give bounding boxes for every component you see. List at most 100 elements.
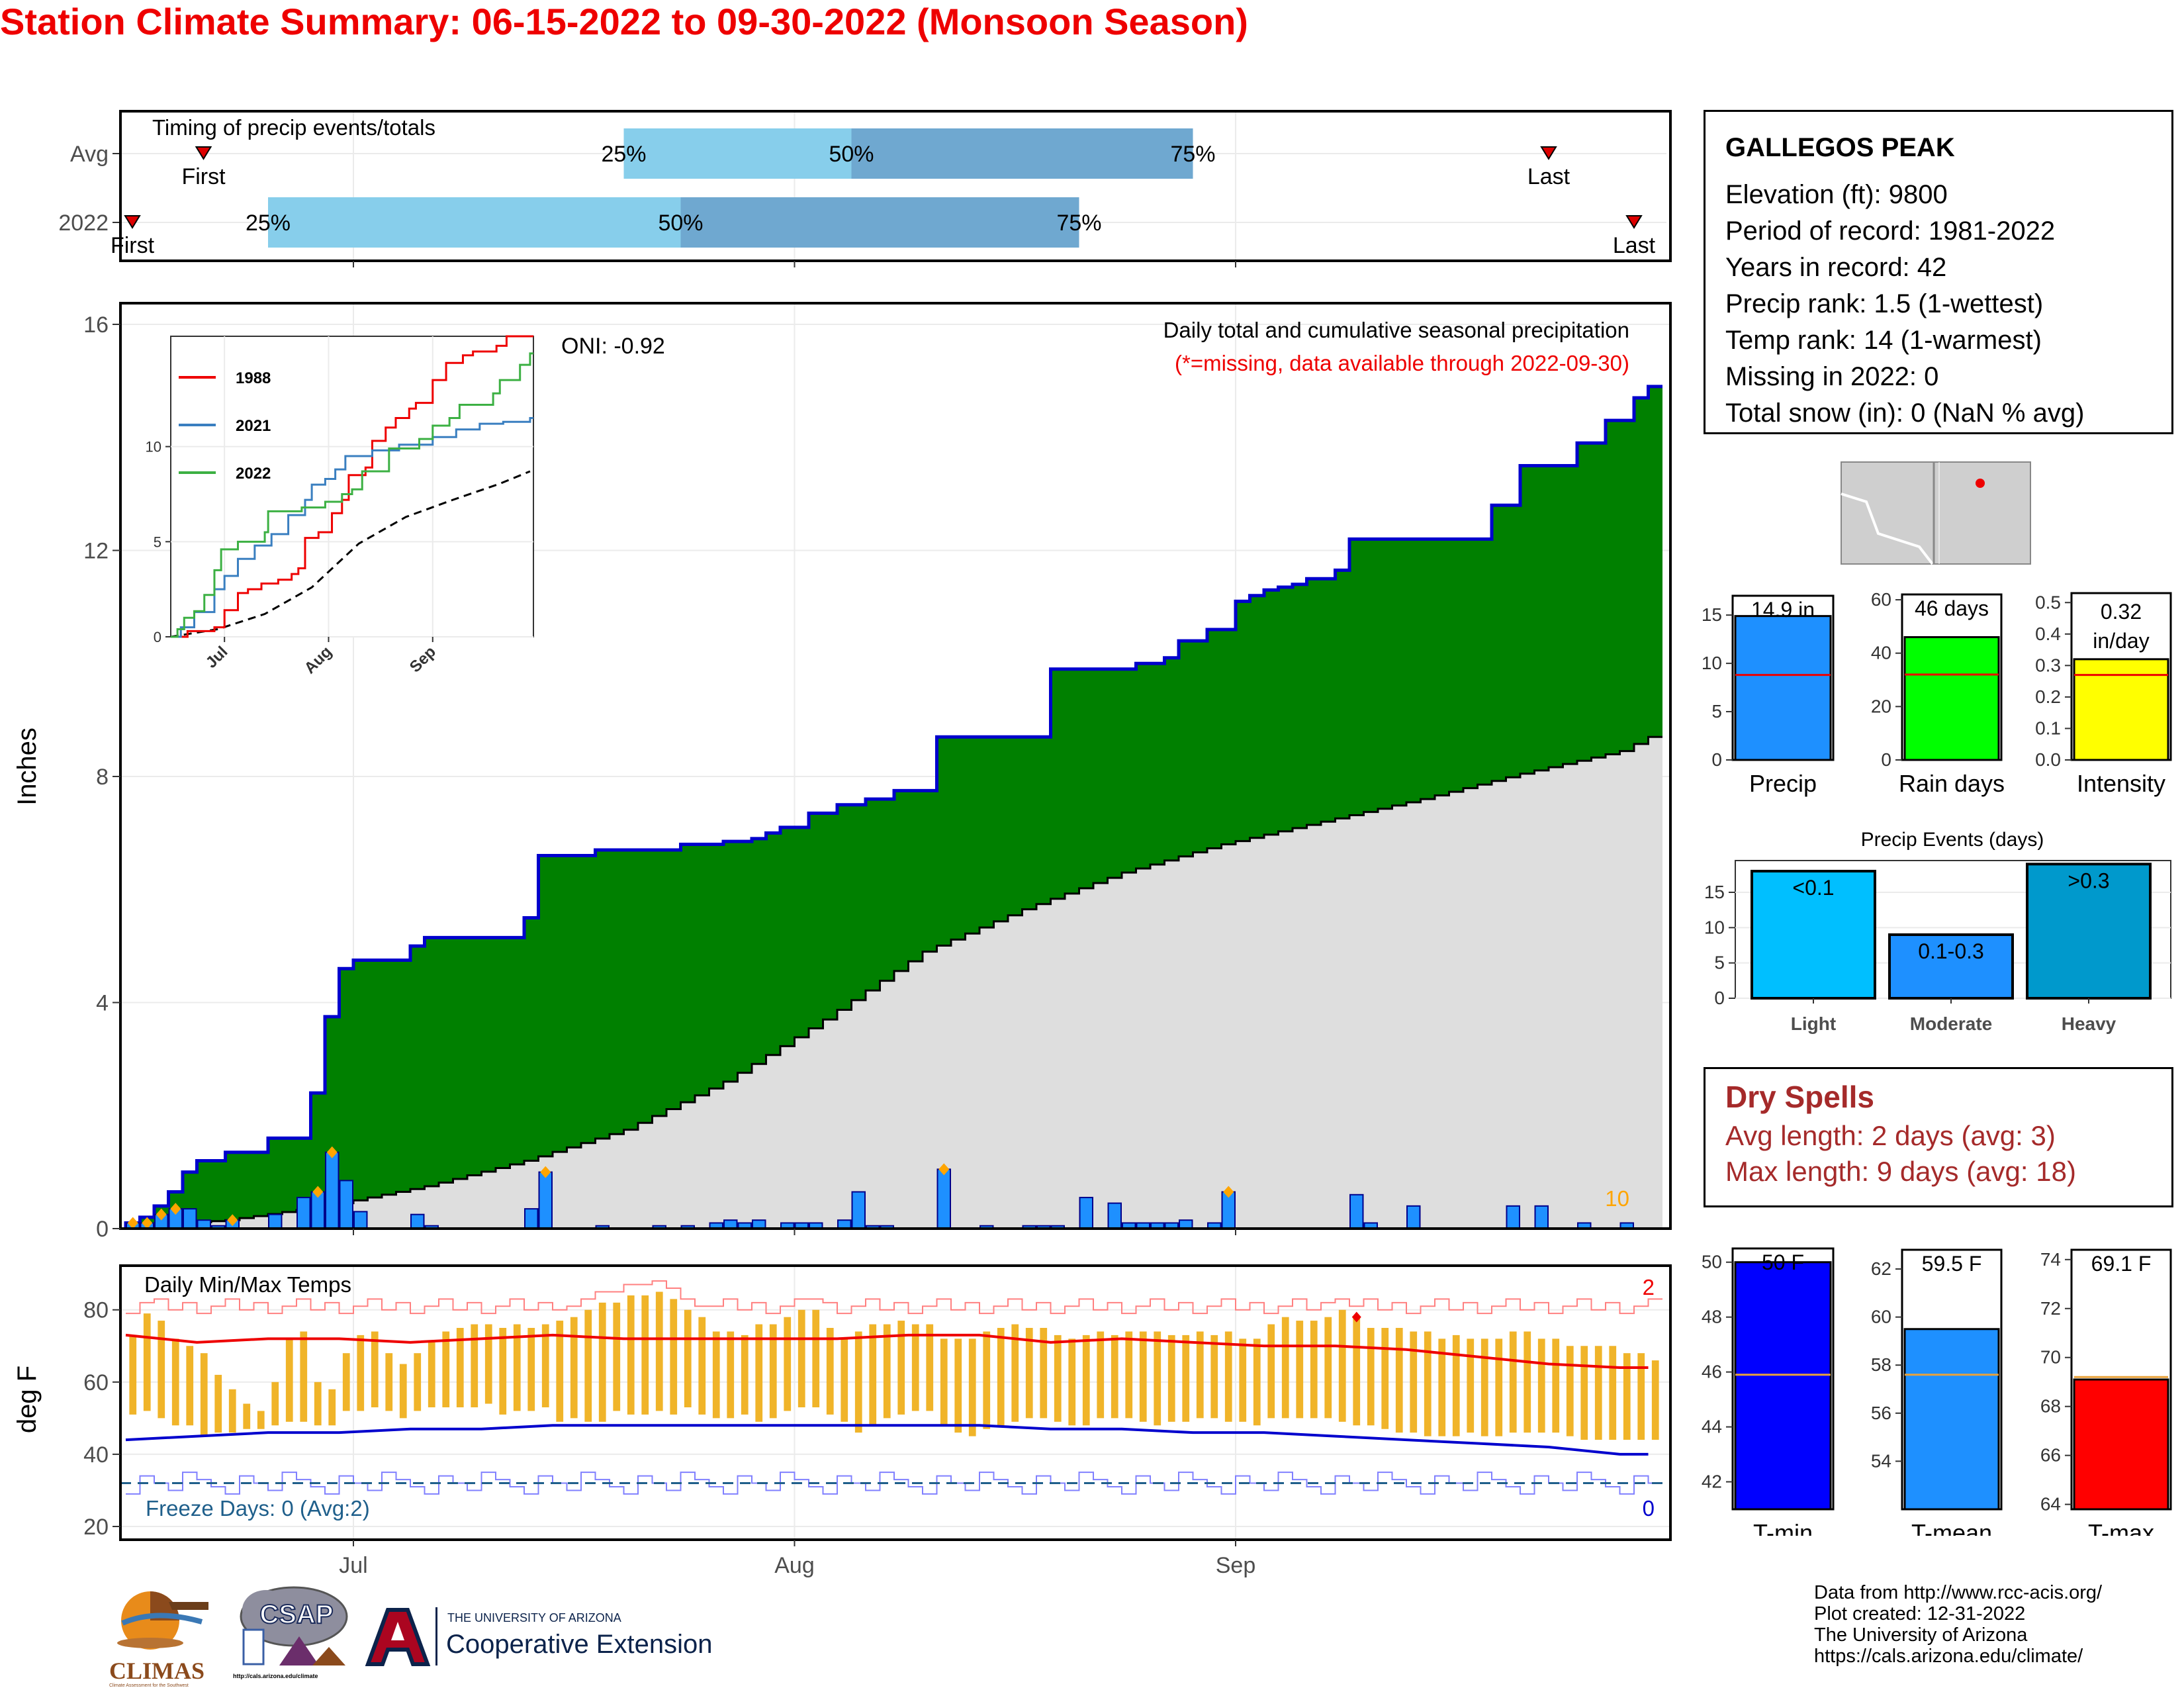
timing-first-marker-0	[195, 146, 212, 160]
credits: Data from http://www.rcc-acis.org/ Plot …	[1814, 1582, 2102, 1667]
cumulative-avg-line	[124, 735, 1662, 1229]
events-ytick-label-2: 10	[1704, 917, 1725, 937]
precip_total-ytick-label-0: 0	[1711, 749, 1722, 770]
temp-daily-bar-40	[698, 1317, 706, 1415]
timing-last-label-0: Last	[1527, 164, 1570, 189]
ua-logo: THE UNIVERSITY OF ARIZONA Cooperative Ex…	[361, 1605, 739, 1671]
temp-daily-bar-19	[399, 1364, 407, 1419]
daily-precip-bar-48	[1406, 1205, 1421, 1229]
temp-daily-bar-8	[243, 1403, 251, 1429]
daily-precip-bar-29	[851, 1191, 866, 1229]
tmin-ytick-label-0: 42	[1702, 1472, 1722, 1492]
events-bar-label-0: <0.1	[1792, 876, 1834, 900]
temp-daily-bar-63	[1025, 1328, 1033, 1419]
temp-corner-bottom: 0	[1643, 1496, 1655, 1521]
daily-precip-marker-6	[326, 1146, 338, 1158]
events-bar-0	[1751, 870, 1876, 1000]
precip_total-ytick-label-2: 10	[1702, 653, 1722, 673]
temp-daily-bar-86	[1353, 1317, 1361, 1426]
temp-daily-bar-3	[171, 1338, 179, 1426]
intensity-xlabel: Intensity	[2077, 770, 2165, 797]
timing-bar-q25-q50-0	[623, 128, 852, 179]
daily-precip-marker-0	[127, 1217, 138, 1229]
temp-daily-bar-53	[883, 1324, 891, 1419]
temp-daily-bar-81	[1281, 1317, 1289, 1419]
temp-daily-bar-83	[1310, 1321, 1318, 1419]
tmean-xlabel: T-mean	[1911, 1519, 1992, 1536]
precip-ytick-label-3: 12	[83, 539, 109, 564]
temp-daily-bar-57	[940, 1338, 948, 1426]
temp-daily-bar-1	[143, 1313, 151, 1411]
temp-daily-bar-0	[129, 1335, 137, 1415]
precip_total-bar	[1734, 615, 1832, 761]
summary-bar-charts: 0 5 10 15 14.9 in Precip 0 20 40 60 46 days Rain da…	[1702, 589, 2172, 1536]
temp-xtick-label-2: Sep	[1216, 1553, 1256, 1578]
csap-cloud-icon: CSAP	[240, 1586, 348, 1665]
temp-daily-bar-79	[1253, 1338, 1261, 1426]
main-charts: 25% 50% 75% First Last Avg 25% 50% 75% First Last 2…	[13, 110, 1672, 1578]
temp-daily-bar-2	[158, 1321, 165, 1419]
precip-subtitle: (*=missing, data available through 2022-…	[1175, 351, 1629, 375]
tmax-ytick-label-2: 68	[2040, 1396, 2061, 1417]
temp-daily-bar-18	[385, 1353, 393, 1411]
temp-frame	[119, 1264, 1672, 1541]
daily-precip-bar-46	[1349, 1194, 1364, 1230]
precip-title: Daily total and cumulative seasonal prec…	[1163, 318, 1629, 342]
temp-record-max-line	[126, 1280, 1662, 1315]
station-temp-rank: Temp rank: 14 (1-warmest)	[1725, 326, 2042, 355]
station-period: Period of record: 1981-2022	[1725, 216, 2056, 246]
tmin-ytick-label-3: 48	[1702, 1307, 1722, 1327]
temp-daily-bar-10	[271, 1382, 279, 1426]
timing-q25-label-0: 25%	[601, 142, 646, 167]
daily-precip-bar-4	[183, 1208, 197, 1230]
temp-daily-bar-61	[997, 1328, 1005, 1426]
credit-university: The University of Arizona	[1814, 1624, 2028, 1646]
credit-url: https://cals.arizona.edu/climate/	[1814, 1646, 2083, 1667]
timing-last-marker-1	[1625, 215, 1643, 229]
temp-daily-bar-59	[968, 1338, 976, 1436]
temp-daily-bar-55	[911, 1324, 919, 1411]
credit-data-source: Data from http://www.rcc-acis.org/	[1814, 1582, 2103, 1603]
events-category-2: Heavy	[2062, 1013, 2116, 1034]
station-years: Years in record: 42	[1725, 253, 1947, 282]
temp-daily-bar-85	[1338, 1309, 1346, 1422]
tmax-ytick-label-4: 72	[2040, 1298, 2061, 1319]
inset-series-1988	[171, 335, 533, 638]
temp-daily-bar-64	[1040, 1328, 1048, 1419]
temp-daily-bar-52	[869, 1324, 877, 1426]
timing-last-label-1: Last	[1613, 233, 1656, 258]
climas-subtitle: Climate Assessment for the Southwest	[109, 1683, 189, 1688]
precip_total-ytick-label-1: 5	[1711, 701, 1722, 722]
tmax-ytick-label-5: 74	[2040, 1249, 2061, 1270]
cumulative-avg-area	[126, 737, 1662, 1229]
temp-avg-min-line	[125, 1424, 1649, 1456]
timing-last-marker-0	[1540, 146, 1557, 160]
intensity-ytick-label-4: 0.4	[2035, 624, 2061, 644]
precip_total-value-label: 14.9 in	[1751, 598, 1815, 622]
precip-ytick-label-4: 16	[83, 312, 109, 338]
temp-daily-bar-100	[1552, 1338, 1560, 1433]
tmax-ytick-label-1: 66	[2040, 1445, 2061, 1466]
tmean-value-label: 59.5 F	[1922, 1252, 1982, 1276]
temp-daily-bar-21	[428, 1342, 435, 1407]
temp-daily-bar-71	[1139, 1331, 1147, 1422]
temp-ytick-label-3: 80	[83, 1298, 109, 1323]
temp-daily-bar-33	[598, 1302, 606, 1422]
timing-row-label-1: 2022	[58, 211, 109, 236]
dry-spells-avg: Avg length: 2 days (avg: 3)	[1725, 1120, 2056, 1151]
intensity-ytick-label-2: 0.2	[2035, 686, 2061, 707]
temp-daily-bar-31	[570, 1317, 578, 1419]
temp-daily-bar-30	[556, 1321, 564, 1422]
csap-label: CSAP	[259, 1600, 333, 1629]
temp-daily-bar-50	[841, 1338, 848, 1422]
precip-panel: 0 4 8 12 16 Inches Daily total and cumulative …	[13, 302, 1672, 1242]
chart-title: Station Climate Summary: 06-15-2022 to 0…	[0, 1, 1248, 42]
temp-daily-bar-89	[1395, 1328, 1403, 1433]
temp-ytick-label-0: 20	[83, 1515, 109, 1540]
tmean-ytick-label-3: 60	[1871, 1307, 1891, 1327]
temp-daily-bar-73	[1167, 1335, 1175, 1422]
precip-ytick-label-0: 0	[96, 1217, 109, 1242]
temp-daily-bar-91	[1424, 1331, 1432, 1436]
temp-daily-bar-93	[1452, 1335, 1460, 1436]
